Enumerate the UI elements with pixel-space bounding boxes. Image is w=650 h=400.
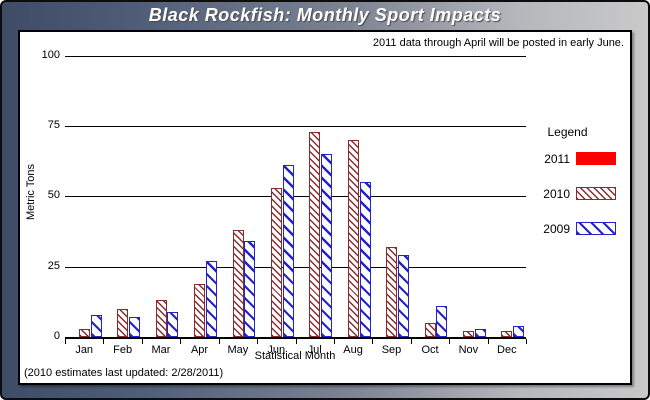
gridline-100 xyxy=(65,55,526,57)
x-tick-label-aug: Aug xyxy=(343,344,363,356)
data-availability-note: 2011 data through April will be posted i… xyxy=(372,37,624,49)
bar-2010-jun xyxy=(270,187,282,337)
bar-2010-aug xyxy=(347,140,359,337)
x-axis-tick xyxy=(295,339,297,344)
x-tick-label-nov: Nov xyxy=(458,344,479,356)
x-tick-label-jun: Jun xyxy=(267,344,286,356)
bar-2009-sep xyxy=(397,255,409,337)
bar-2009-aug xyxy=(359,182,371,337)
x-tick-label-oct: Oct xyxy=(421,344,439,356)
x-axis-tick xyxy=(65,339,66,344)
x-axis-tick xyxy=(218,339,220,344)
legend-swatch-2011 xyxy=(576,152,616,165)
x-axis-tick xyxy=(141,339,143,344)
bar-2009-may xyxy=(244,241,256,337)
bar-2009-dec xyxy=(513,325,525,337)
legend-title: Legend xyxy=(547,125,588,139)
bar-2010-mar xyxy=(155,300,167,337)
y-tick-75: 75 xyxy=(47,118,60,131)
x-tick-label-jan: Jan xyxy=(75,344,94,356)
x-axis-tick xyxy=(103,339,105,344)
x-axis-tick xyxy=(526,339,527,344)
window-title: Black Rockfish: Monthly Sport Impacts xyxy=(148,5,502,25)
gridline-75 xyxy=(65,125,526,127)
update-note: (2010 estimates last updated: 2/28/2011) xyxy=(24,367,224,379)
x-axis-tick xyxy=(333,339,335,344)
legend-swatch-2009 xyxy=(576,222,616,235)
title-bar: Black Rockfish: Monthly Sport Impacts xyxy=(2,2,648,30)
x-tick-label-jul: Jul xyxy=(307,344,322,356)
bar-2010-sep xyxy=(386,246,398,337)
x-axis-tick xyxy=(410,339,412,344)
bar-2010-nov xyxy=(463,331,474,337)
bar-2009-nov xyxy=(474,328,486,337)
bar-2010-jul xyxy=(309,131,321,337)
x-tick-label-mar: Mar xyxy=(151,344,171,356)
legend-swatch-2010 xyxy=(576,187,616,200)
bar-2009-feb xyxy=(129,317,140,337)
bar-2010-dec xyxy=(501,331,513,337)
gridline-50 xyxy=(65,196,526,198)
x-axis-tick xyxy=(487,339,489,344)
gridline-25 xyxy=(65,266,526,268)
x-tick-label-may: May xyxy=(227,344,249,356)
x-tick-label-sep: Sep xyxy=(381,344,402,356)
x-axis-tick xyxy=(257,339,259,344)
bar-2009-jun xyxy=(282,165,294,337)
x-tick-label-feb: Feb xyxy=(113,344,133,356)
bar-2009-jan xyxy=(90,314,102,337)
legend-label-2010: 2010 xyxy=(543,187,570,201)
x-tick-label-apr: Apr xyxy=(190,344,209,356)
x-axis-tick xyxy=(449,339,451,344)
bar-2009-oct xyxy=(436,306,448,337)
bar-2010-may xyxy=(232,230,244,337)
x-axis-label: Statistical Month xyxy=(254,350,336,362)
bar-2009-mar xyxy=(167,311,179,337)
legend-label-2009: 2009 xyxy=(543,222,570,236)
x-axis-tick xyxy=(372,339,374,344)
x-axis-line xyxy=(65,337,526,339)
legend-label-2011: 2011 xyxy=(544,152,570,166)
bar-2009-jul xyxy=(321,154,333,337)
bar-2010-feb xyxy=(117,308,129,337)
bar-2010-jan xyxy=(78,328,90,337)
bar-2009-apr xyxy=(205,261,217,337)
chart-panel: 2011 data through April will be posted i… xyxy=(18,30,632,385)
y-tick-25: 25 xyxy=(47,259,60,272)
y-tick-0: 0 xyxy=(53,330,60,342)
x-axis-tick xyxy=(180,339,182,344)
y-tick-100: 100 xyxy=(41,48,60,61)
y-tick-50: 50 xyxy=(47,189,60,202)
bar-2010-oct xyxy=(424,322,436,337)
bar-2010-apr xyxy=(194,283,206,337)
x-tick-label-dec: Dec xyxy=(497,344,517,356)
